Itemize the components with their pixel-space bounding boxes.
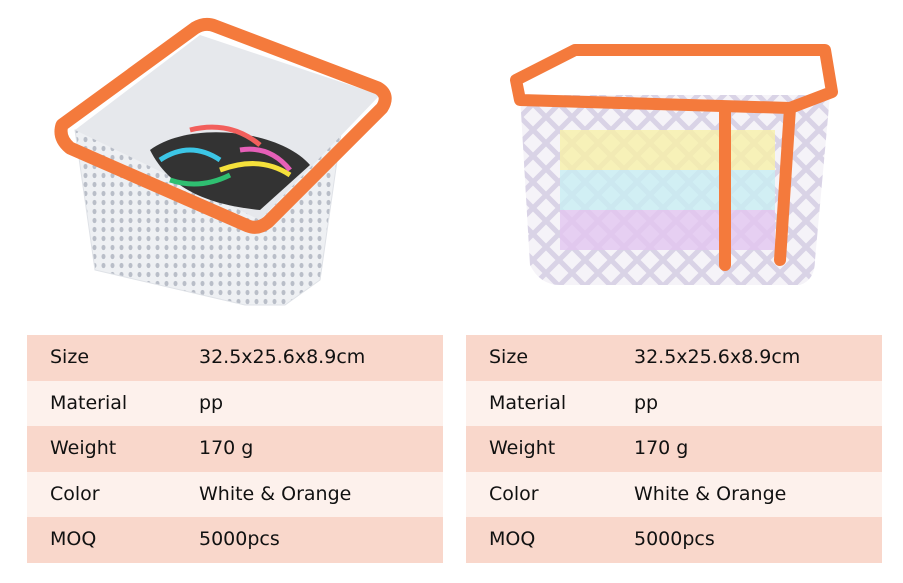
spec-value: White & Orange [634, 482, 787, 505]
product-images [54, 17, 838, 306]
spec-row: MOQ 5000pcs [466, 517, 882, 563]
spec-table: Size 32.5x25.6x8.9cm Material pp Weight 170 g… [27, 335, 443, 563]
spec-label: Color [489, 482, 539, 505]
spec-value: 32.5x25.6x8.9cm [199, 346, 366, 368]
spec-value: 170 g [199, 437, 254, 460]
spec-label: Material [489, 391, 567, 414]
spec-value: pp [634, 391, 659, 414]
spec-row: Size 32.5x25.6x8.9cm [27, 335, 443, 381]
spec-label: Weight [489, 437, 556, 460]
spec-row: Weight 170 g [466, 426, 882, 472]
spec-row: Material pp [27, 380, 443, 427]
spec-row: Size 32.5x25.6x8.9cm [466, 335, 882, 381]
spec-table: Size 32.5x25.6x8.9cm Material pp Weight 170 g… [466, 335, 882, 563]
spec-label: MOQ [489, 528, 536, 551]
paperclip-basket [54, 17, 392, 306]
spec-label: Color [50, 482, 100, 505]
spec-label: Size [50, 346, 90, 368]
spec-row: Weight 170 g [27, 426, 443, 472]
spec-label: Size [489, 346, 529, 368]
spec-row: Color White & Orange [466, 471, 882, 518]
spec-label: Material [50, 391, 128, 414]
spec-value: 170 g [634, 437, 689, 460]
spec-label: MOQ [50, 528, 97, 551]
spec-value: 5000pcs [199, 528, 280, 551]
spec-row: Color White & Orange [27, 471, 443, 518]
spec-value: 5000pcs [634, 528, 715, 551]
spec-value: 32.5x25.6x8.9cm [634, 346, 801, 368]
note-holder [510, 44, 838, 285]
spec-row: Material pp [466, 380, 882, 427]
spec-value: pp [199, 391, 224, 414]
spec-label: Weight [50, 437, 117, 460]
spec-row: MOQ 5000pcs [27, 517, 443, 563]
spec-value: White & Orange [199, 482, 352, 505]
